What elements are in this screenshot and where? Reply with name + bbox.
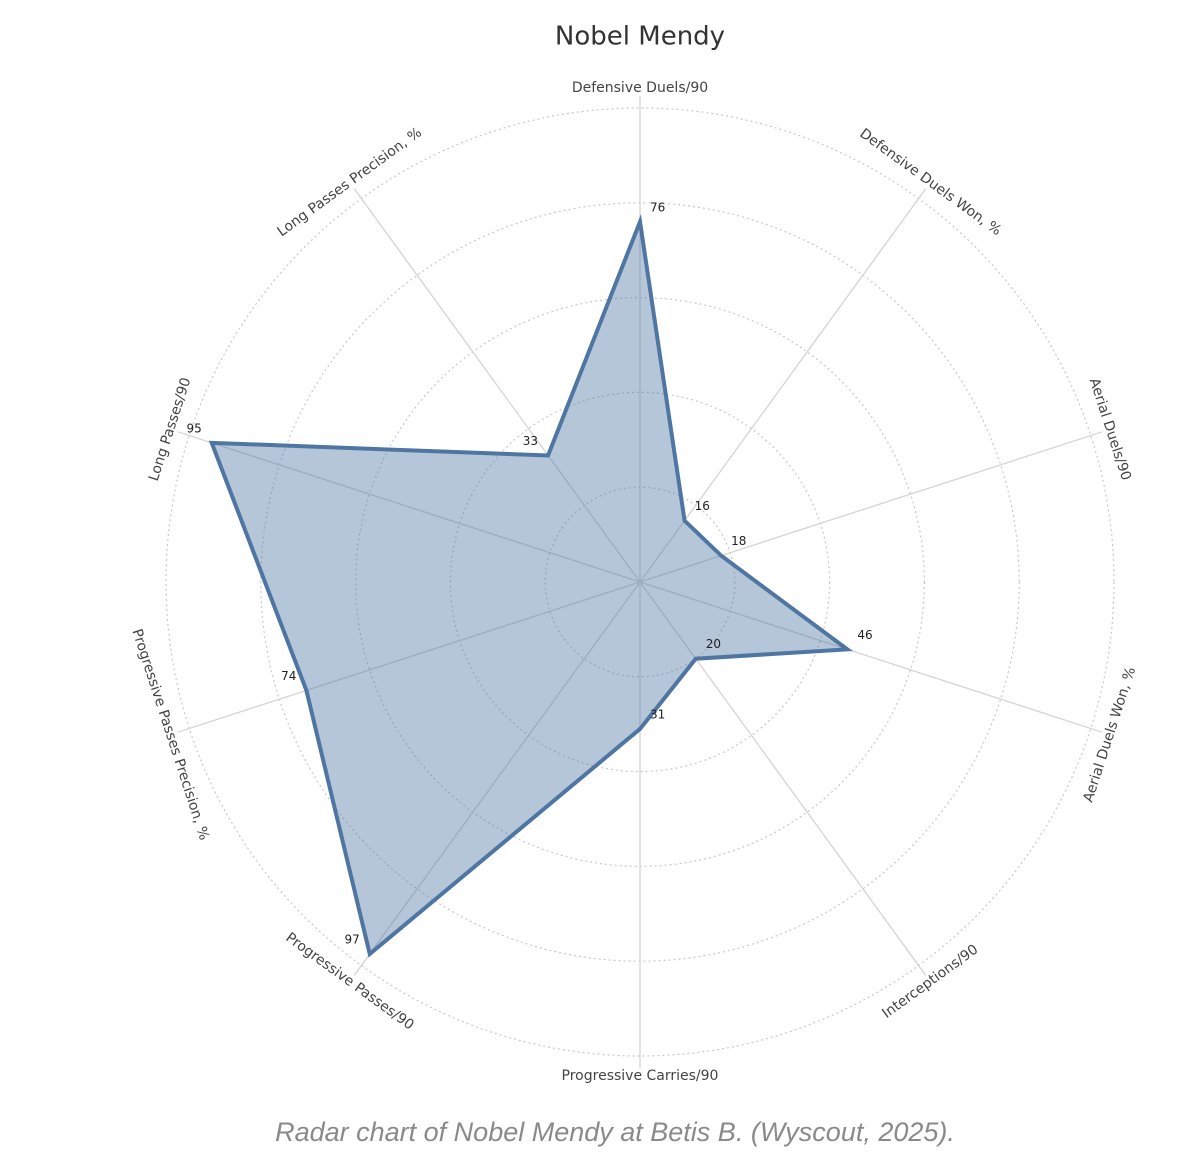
axis-line xyxy=(639,188,927,583)
value-label: 31 xyxy=(650,707,665,721)
axis-line xyxy=(177,431,641,583)
value-label: 74 xyxy=(281,669,296,683)
axis-label: Progressive Carries/90 xyxy=(562,1068,719,1084)
grid-ring xyxy=(449,391,831,773)
value-label: 97 xyxy=(344,932,359,946)
value-label: 76 xyxy=(650,200,665,214)
value-label: 95 xyxy=(186,421,201,435)
axis-line xyxy=(353,581,641,976)
caption: Radar chart of Nobel Mendy at Betis B. (… xyxy=(275,1117,955,1147)
value-label: 46 xyxy=(857,628,872,642)
axis-label: Progressive Passes Precision, % xyxy=(128,627,212,842)
chart-title: Nobel Mendy xyxy=(555,22,725,52)
axis-line xyxy=(639,581,1103,733)
axis-label: Long Passes Precision, % xyxy=(274,125,424,240)
axis-line xyxy=(639,431,1103,583)
grid-ring xyxy=(165,107,1115,1057)
axis-line xyxy=(177,581,641,733)
value-label: 16 xyxy=(695,499,710,513)
value-label: 18 xyxy=(731,534,746,548)
axis-label: Aerial Duels/90 xyxy=(1086,376,1134,482)
axis-label: Defensive Duels/90 xyxy=(572,80,708,96)
value-label: 33 xyxy=(523,434,538,448)
axis-label: Defensive Duels Won, % xyxy=(857,126,1005,239)
axis-line xyxy=(353,188,641,583)
value-label: 20 xyxy=(706,637,721,651)
axis-line xyxy=(639,581,927,976)
radar-area xyxy=(208,214,853,958)
